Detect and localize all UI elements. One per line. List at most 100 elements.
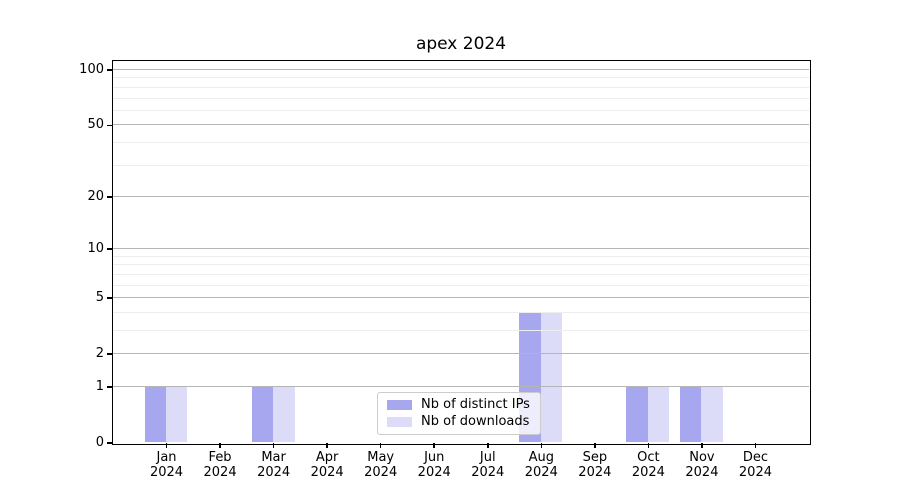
x-axis-tick	[540, 443, 543, 448]
major-gridline	[112, 69, 809, 71]
x-axis-label: Apr 2024	[295, 450, 359, 480]
minor-gridline	[112, 284, 809, 286]
x-axis-tick	[594, 443, 596, 448]
y-axis-label: 20	[87, 188, 104, 204]
x-axis-label-line: 2024	[364, 465, 398, 480]
x-axis-label-line: 2024	[578, 465, 612, 480]
x-axis-label: Dec 2024	[723, 450, 787, 480]
bar-mar-ips	[251, 386, 274, 443]
y-axis-label: 10	[87, 241, 104, 257]
plot-area	[111, 59, 811, 445]
major-gridline	[112, 297, 809, 299]
y-axis-tick	[106, 442, 112, 444]
x-axis-label-line: 2024	[471, 465, 505, 480]
legend-swatch-distinct-ips	[387, 400, 412, 410]
x-axis-label: Jan 2024	[135, 450, 199, 480]
major-gridline	[112, 385, 809, 387]
legend: Nb of distinct IPs Nb of downloads	[377, 392, 541, 435]
legend-swatch-downloads	[387, 417, 412, 427]
x-axis-label: Feb 2024	[188, 450, 252, 480]
x-axis-label: Jun 2024	[402, 450, 466, 480]
x-axis-label: Mar 2024	[242, 450, 306, 480]
x-axis-label-line: 2024	[310, 465, 344, 480]
minor-gridline	[112, 97, 809, 99]
legend-label-downloads: Nb of downloads	[421, 414, 530, 429]
x-axis-label: Sep 2024	[563, 450, 627, 480]
x-axis-label-line: 2024	[203, 465, 237, 480]
x-axis-label: Nov 2024	[670, 450, 734, 480]
bar-mar-downloads	[273, 386, 295, 443]
bar-aug-downloads	[540, 312, 563, 443]
x-axis-label-line: Apr	[315, 450, 339, 465]
x-axis-label-line: 2024	[524, 465, 558, 480]
minor-gridline	[112, 255, 809, 257]
bar-oct-ips	[626, 386, 648, 443]
y-axis-label: 1	[95, 378, 104, 394]
bar-nov-downloads	[701, 386, 723, 443]
x-axis-label-line: Dec	[742, 450, 769, 465]
chart-title: apex 2024	[415, 34, 507, 54]
y-axis-tick	[106, 297, 112, 299]
legend-label-distinct-ips: Nb of distinct IPs	[421, 397, 530, 412]
x-axis-label-line: 2024	[257, 465, 291, 480]
x-axis-tick	[754, 443, 757, 448]
x-axis-label: Jul 2024	[456, 450, 520, 480]
y-axis-tick	[106, 386, 112, 388]
x-axis-tick	[326, 443, 328, 448]
x-axis-label-line: Sep	[582, 450, 608, 465]
legend-row-distinct-ips: Nb of distinct IPs	[387, 398, 530, 412]
minor-gridline	[112, 329, 809, 331]
x-axis-label: Oct 2024	[616, 450, 680, 480]
x-axis-label-line: Mar	[261, 450, 286, 465]
minor-gridline	[112, 86, 809, 88]
x-axis-label-line: Oct	[637, 450, 660, 465]
x-axis-label-line: Aug	[528, 450, 554, 465]
bar-jan-downloads	[166, 386, 188, 443]
x-axis-label: May 2024	[349, 450, 413, 480]
minor-gridline	[112, 311, 809, 313]
x-axis-tick	[379, 443, 382, 448]
y-axis-tick	[106, 353, 112, 355]
x-axis-tick	[272, 443, 275, 448]
y-axis-tick	[106, 248, 112, 250]
y-axis-label: 5	[95, 290, 104, 306]
y-axis-label: 2	[95, 346, 104, 362]
x-axis-label-line: Jun	[424, 450, 445, 465]
x-axis-tick	[701, 443, 703, 448]
x-axis-label-line: May	[367, 450, 395, 465]
x-axis-label-line: Feb	[208, 450, 232, 465]
x-axis-tick	[433, 443, 435, 448]
major-gridline	[112, 195, 809, 197]
bar-nov-ips	[680, 386, 702, 443]
x-axis-label-line: 2024	[417, 465, 451, 480]
y-axis-label: 100	[79, 62, 104, 78]
x-axis-label: Aug 2024	[509, 450, 573, 480]
minor-gridline	[112, 77, 809, 79]
minor-gridline	[112, 141, 809, 143]
y-axis-label: 0	[95, 435, 104, 450]
x-axis-tick	[487, 443, 489, 448]
major-gridline	[112, 124, 809, 126]
minor-gridline	[112, 109, 809, 111]
x-axis-label-line: Jul	[479, 450, 496, 465]
x-axis-label-line: Nov	[689, 450, 715, 465]
major-gridline	[112, 353, 809, 355]
x-axis-label-line: 2024	[685, 465, 719, 480]
minor-gridline	[112, 273, 809, 275]
major-gridline	[112, 248, 809, 250]
y-axis-tick	[106, 69, 112, 71]
minor-gridline	[112, 164, 809, 166]
bar-oct-downloads	[647, 386, 670, 443]
x-axis-tick	[165, 443, 168, 448]
x-axis-label-line: 2024	[149, 465, 184, 480]
x-axis-tick	[647, 443, 650, 448]
bar-jan-ips	[144, 386, 167, 443]
y-axis-tick	[106, 124, 112, 127]
y-axis-label: 50	[87, 117, 104, 133]
y-axis-tick	[106, 196, 112, 198]
x-axis-tick	[219, 443, 221, 448]
x-axis-label-line: Jan	[156, 450, 177, 465]
legend-row-downloads: Nb of downloads	[387, 415, 530, 429]
grid-layer	[112, 61, 809, 443]
